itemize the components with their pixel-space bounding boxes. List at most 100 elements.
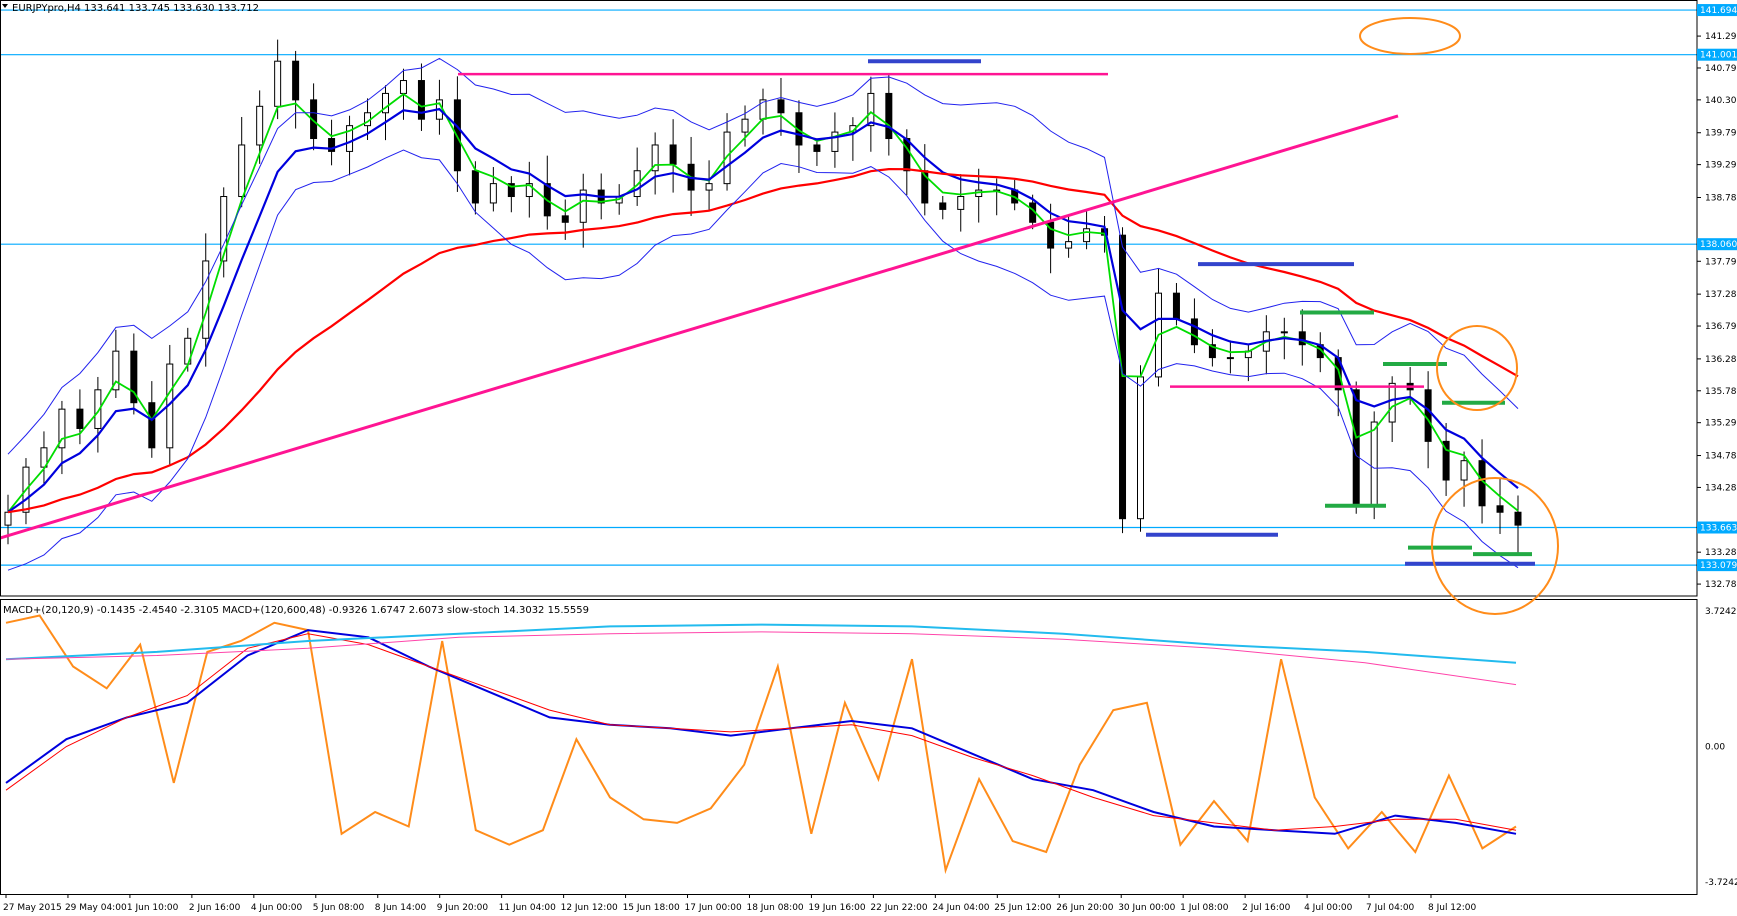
x-tick-label: 12 Jun 12:00 — [561, 903, 618, 913]
candle-body[interactable] — [1388, 382, 1396, 423]
y-tick-label: 134.285 — [1705, 483, 1737, 493]
candle-body[interactable] — [1496, 505, 1504, 513]
candle-body[interactable] — [399, 80, 407, 94]
price-tag — [1697, 521, 1737, 534]
price-tag-label: 138.060 — [1700, 240, 1737, 250]
candle-body[interactable] — [489, 183, 497, 204]
symbol-header: EURJPYpro,H4 133.641 133.745 133.630 133… — [12, 3, 259, 14]
x-tick-label: 26 Jun 20:00 — [1056, 903, 1113, 913]
y-tick-label: 140.795 — [1705, 64, 1737, 74]
candle-body[interactable] — [903, 138, 911, 172]
candle-body[interactable] — [292, 60, 300, 101]
dropdown-arrow-icon[interactable] — [2, 4, 8, 8]
candle-body[interactable] — [1442, 440, 1450, 481]
x-tick-label: 15 Jun 18:00 — [623, 903, 680, 913]
candle-body[interactable] — [867, 92, 875, 127]
candle-body[interactable] — [4, 511, 12, 526]
y-tick-label: 136.280 — [1705, 355, 1737, 365]
candle-body[interactable] — [1190, 318, 1198, 346]
candle-body[interactable] — [1172, 292, 1180, 320]
candle-body[interactable] — [669, 144, 677, 165]
candle-body[interactable] — [382, 92, 389, 114]
y-tick-label: 135.785 — [1705, 387, 1737, 397]
candle-body[interactable] — [957, 196, 965, 210]
x-tick-label: 8 Jun 14:00 — [375, 903, 427, 913]
y-tick-label: 136.790 — [1705, 322, 1737, 332]
price-panel[interactable] — [0, 9, 1697, 571]
candle-body[interactable] — [651, 144, 659, 172]
x-tick-label: 4 Jun 00:00 — [251, 903, 303, 913]
candle-body[interactable] — [471, 170, 479, 204]
x-tick-label: 8 Jul 12:00 — [1428, 903, 1477, 913]
candle-body[interactable] — [1514, 511, 1522, 526]
price-tag — [1697, 48, 1737, 61]
x-tick-label: 9 Jun 20:00 — [437, 903, 489, 913]
candle-body[interactable] — [58, 408, 66, 449]
candle-body[interactable] — [1065, 241, 1073, 249]
candle-body[interactable] — [1460, 460, 1468, 481]
candle-body[interactable] — [1226, 357, 1234, 360]
x-tick-label: 4 Jul 00:00 — [1304, 903, 1353, 913]
candle-body[interactable] — [328, 138, 336, 152]
x-tick-label: 22 Jun 22:00 — [870, 903, 927, 913]
candle-body[interactable] — [256, 105, 264, 146]
price-tag-label: 133.079 — [1700, 561, 1737, 571]
series-line — [5, 629, 1517, 835]
candle-body[interactable] — [417, 80, 425, 120]
candle-body[interactable] — [723, 131, 731, 185]
candle-body[interactable] — [885, 92, 893, 140]
candle-body[interactable] — [813, 144, 821, 152]
price-tag-label: 141.001 — [1700, 51, 1737, 61]
candle-body[interactable] — [525, 183, 533, 198]
candle-body[interactable] — [202, 260, 210, 339]
x-tick-label: 11 Jun 04:00 — [499, 903, 556, 913]
bollinger-lower — [7, 149, 1519, 571]
candle-body[interactable] — [112, 350, 120, 391]
ema-mid-line — [7, 107, 1519, 514]
price-panel-frame — [0, 0, 1698, 597]
candle-body[interactable] — [238, 144, 246, 198]
y-tick-label: 137.285 — [1705, 290, 1737, 300]
y-tick-label: 139.295 — [1705, 161, 1737, 171]
macd-subwindow[interactable] — [5, 614, 1517, 875]
x-tick-label: 24 Jun 04:00 — [932, 903, 989, 913]
candle-body[interactable] — [1370, 421, 1378, 507]
y-tick-label: 132.785 — [1705, 580, 1737, 590]
candle-body[interactable] — [579, 189, 587, 223]
candle-body[interactable] — [1424, 389, 1432, 442]
candle-body[interactable] — [1352, 389, 1360, 507]
x-tick-label: 19 Jun 16:00 — [808, 903, 865, 913]
candle-body[interactable] — [507, 183, 515, 198]
series-line — [5, 631, 1517, 686]
candle-body[interactable] — [705, 183, 713, 191]
y-tick-label: 140.300 — [1705, 96, 1737, 106]
candle-body[interactable] — [777, 99, 785, 114]
candle-body[interactable] — [1280, 331, 1288, 334]
y-tick-label: 137.795 — [1705, 257, 1737, 267]
candle-body[interactable] — [94, 389, 102, 429]
candle-body[interactable] — [76, 408, 84, 429]
price-tag — [1697, 238, 1737, 251]
candle-body[interactable] — [148, 402, 156, 449]
candle-body[interactable] — [130, 350, 138, 404]
y-tick-label: 134.780 — [1705, 452, 1737, 462]
x-tick-label: 29 May 04:00 — [65, 903, 127, 913]
candle-body[interactable] — [1137, 376, 1144, 520]
candle-body[interactable] — [220, 196, 228, 262]
candle-body[interactable] — [274, 60, 282, 107]
candle-body[interactable] — [939, 202, 947, 210]
candle-body[interactable] — [1298, 331, 1306, 346]
series-line — [5, 623, 1517, 664]
candle-body[interactable] — [633, 170, 641, 198]
x-tick-label: 2 Jul 16:00 — [1242, 903, 1291, 913]
candle-body[interactable] — [741, 118, 749, 133]
bollinger-upper — [7, 57, 1519, 455]
candle-body[interactable] — [831, 131, 839, 152]
candle-body[interactable] — [346, 125, 354, 152]
candle-body[interactable] — [1083, 228, 1091, 243]
y-tick-label: 138.785 — [1705, 193, 1737, 203]
candle-body[interactable] — [561, 215, 569, 223]
candle-body[interactable] — [1208, 344, 1216, 359]
